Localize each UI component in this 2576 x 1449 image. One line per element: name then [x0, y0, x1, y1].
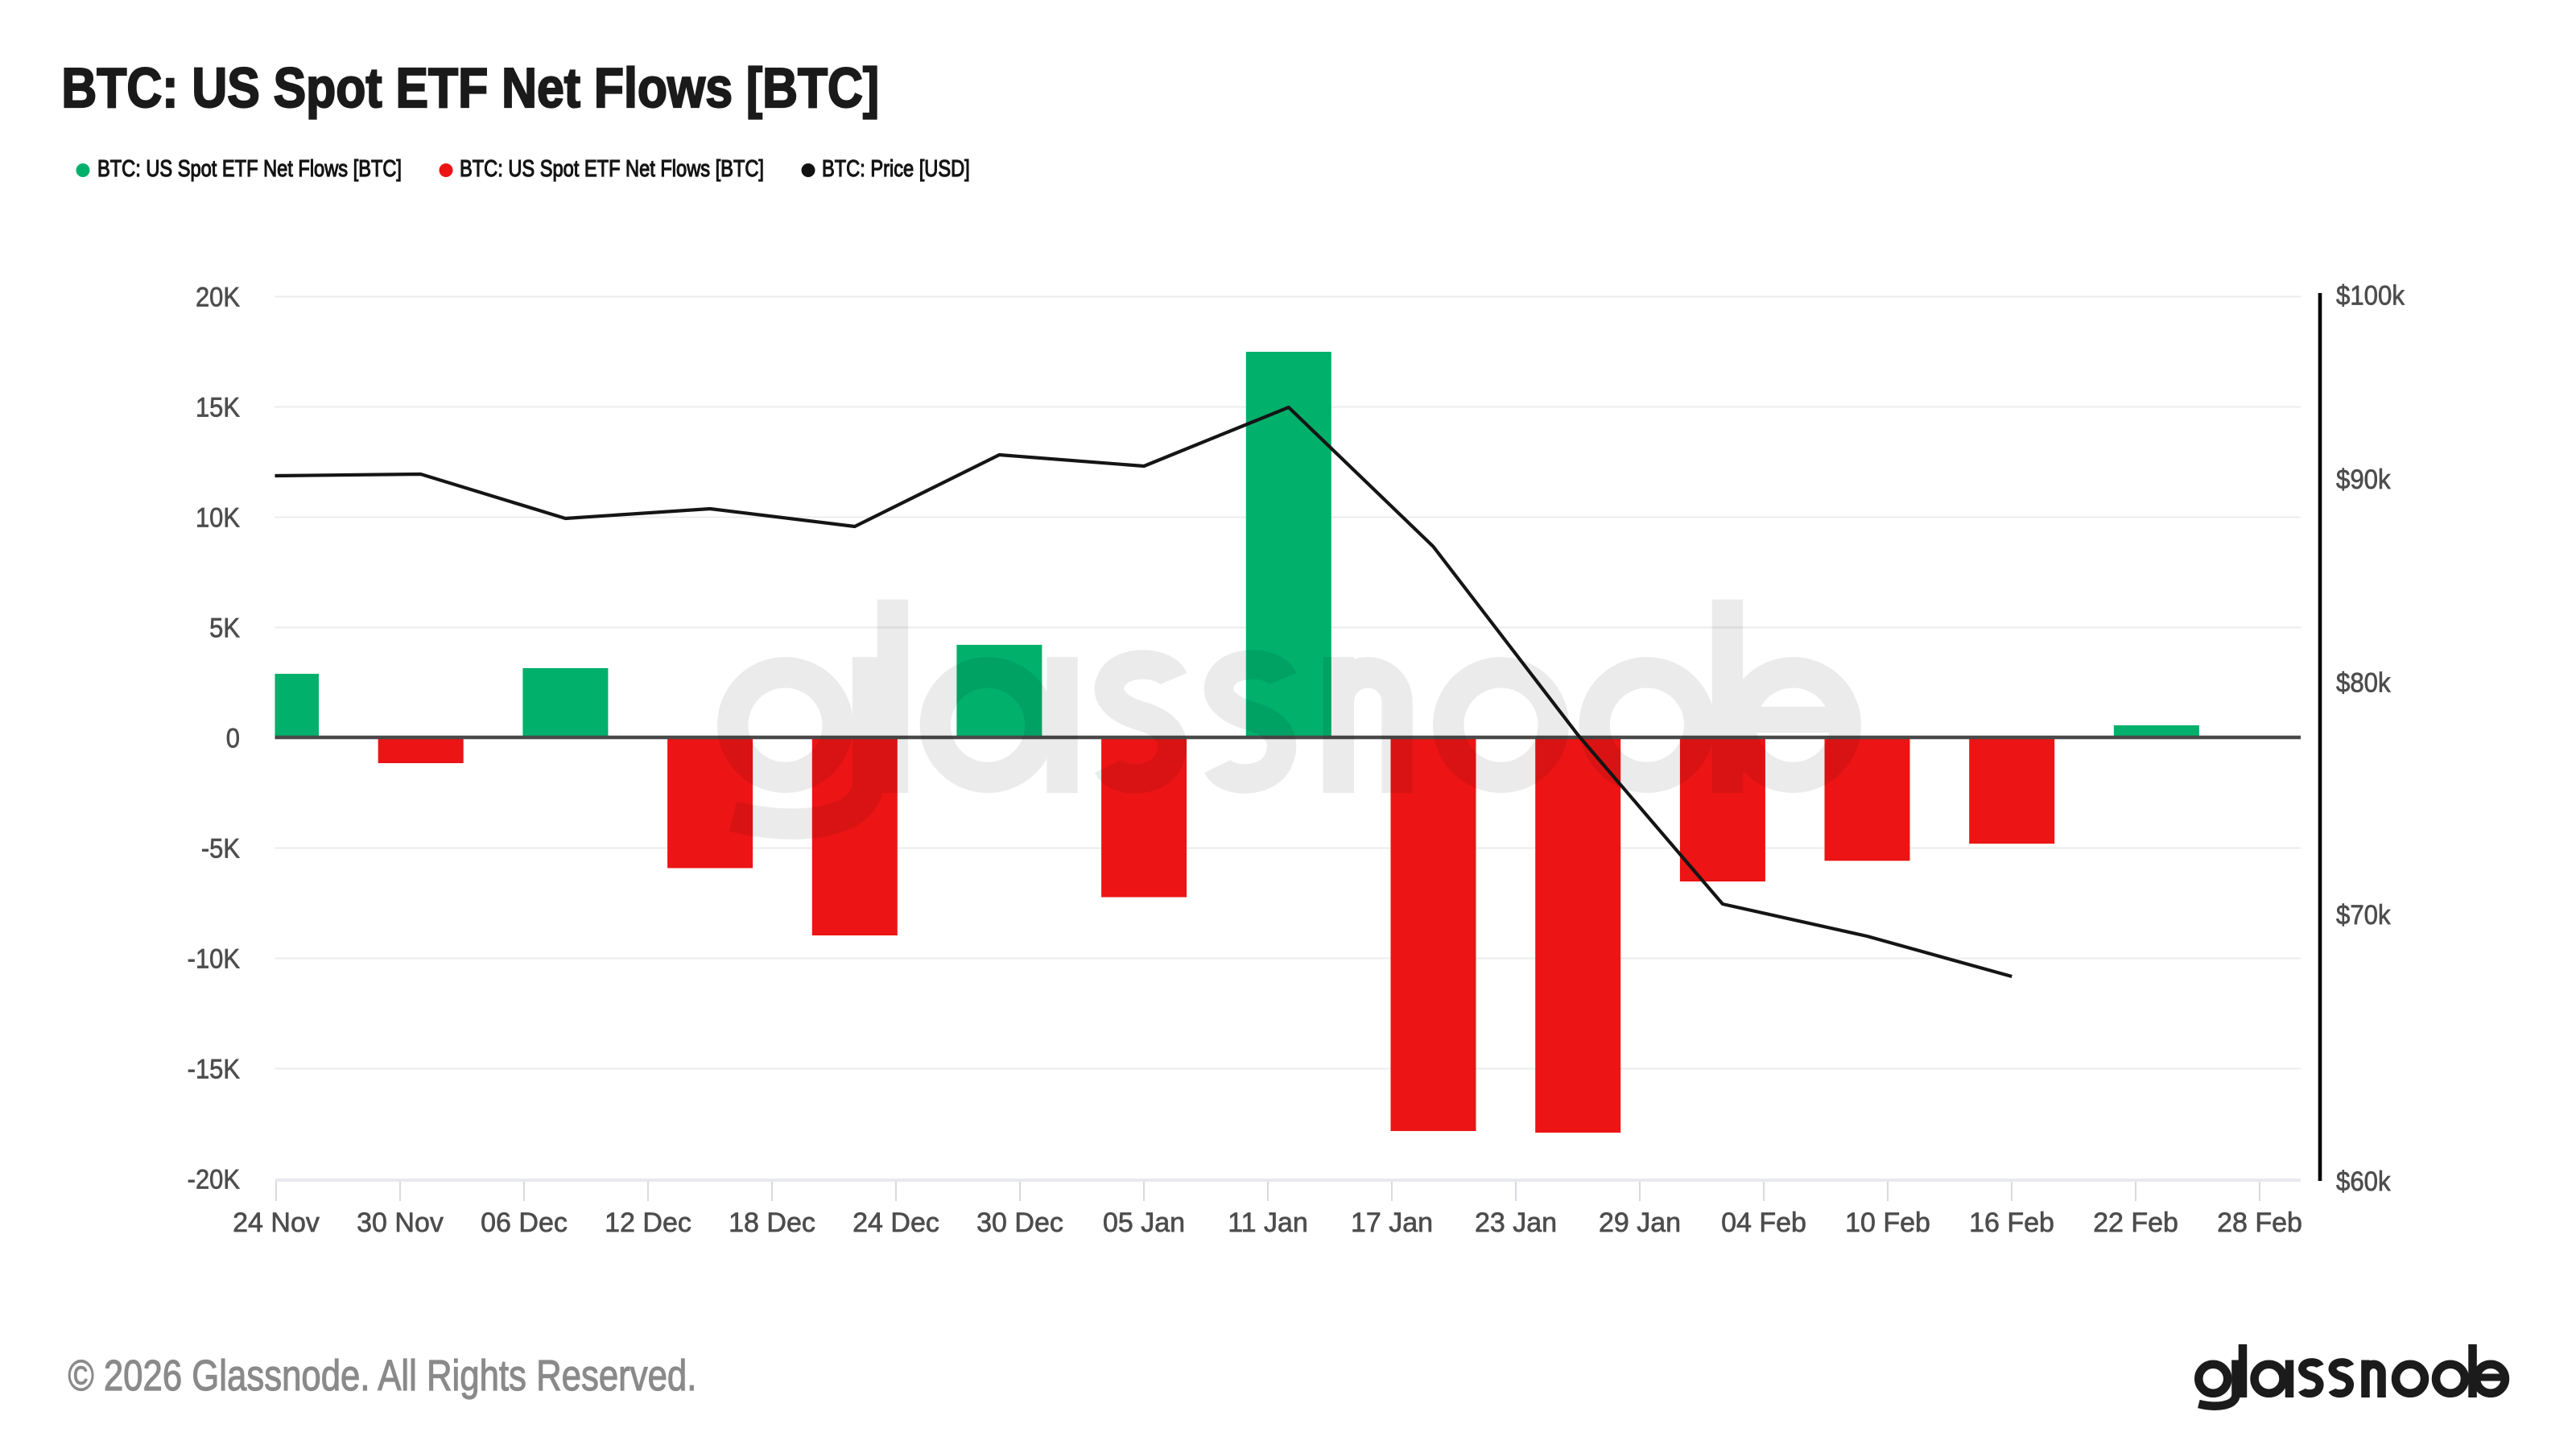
svg-text:16 Feb: 16 Feb — [1969, 1208, 2054, 1238]
svg-text:$60k: $60k — [2336, 1166, 2391, 1197]
svg-text:-20K: -20K — [188, 1164, 241, 1195]
svg-text:10K: 10K — [196, 502, 240, 533]
svg-text:11 Jan: 11 Jan — [1228, 1208, 1308, 1238]
svg-text:24 Nov: 24 Nov — [233, 1208, 320, 1238]
svg-text:BTC: Price [USD]: BTC: Price [USD] — [822, 155, 970, 182]
svg-text:29 Jan: 29 Jan — [1599, 1208, 1681, 1238]
svg-text:06 Dec: 06 Dec — [481, 1208, 568, 1238]
svg-text:23 Jan: 23 Jan — [1475, 1208, 1557, 1238]
svg-text:BTC: US Spot ETF Net Flows [BT: BTC: US Spot ETF Net Flows [BTC] — [460, 155, 764, 182]
svg-text:$100k: $100k — [2336, 279, 2405, 311]
svg-text:30 Nov: 30 Nov — [357, 1208, 444, 1238]
svg-text:© 2026 Glassnode. All Rights R: © 2026 Glassnode. All Rights Reserved. — [68, 1352, 697, 1400]
svg-text:18 Dec: 18 Dec — [729, 1208, 815, 1238]
svg-text:BTC: US Spot ETF Net Flows [BT: BTC: US Spot ETF Net Flows [BTC] — [61, 56, 879, 119]
svg-text:10 Feb: 10 Feb — [1845, 1208, 1930, 1238]
svg-text:30 Dec: 30 Dec — [976, 1208, 1063, 1238]
svg-text:-10K: -10K — [188, 943, 241, 974]
svg-text:-5K: -5K — [201, 833, 240, 864]
svg-text:24 Dec: 24 Dec — [852, 1208, 939, 1238]
svg-text:BTC: US Spot ETF Net Flows [BT: BTC: US Spot ETF Net Flows [BTC] — [97, 155, 402, 182]
svg-text:5K: 5K — [209, 613, 240, 643]
svg-text:17 Jan: 17 Jan — [1351, 1208, 1433, 1238]
svg-text:$80k: $80k — [2336, 667, 2391, 698]
svg-text:05 Jan: 05 Jan — [1103, 1208, 1185, 1238]
svg-text:-15K: -15K — [188, 1054, 241, 1084]
svg-text:28 Feb: 28 Feb — [2217, 1208, 2302, 1238]
svg-text:20K: 20K — [196, 282, 240, 312]
svg-text:$90k: $90k — [2336, 464, 2391, 495]
svg-text:15K: 15K — [196, 392, 240, 423]
svg-text:22 Feb: 22 Feb — [2093, 1208, 2178, 1238]
svg-text:0: 0 — [226, 723, 240, 753]
svg-text:04 Feb: 04 Feb — [1721, 1208, 1806, 1238]
svg-text:$70k: $70k — [2336, 899, 2391, 931]
svg-text:12 Dec: 12 Dec — [605, 1208, 691, 1238]
